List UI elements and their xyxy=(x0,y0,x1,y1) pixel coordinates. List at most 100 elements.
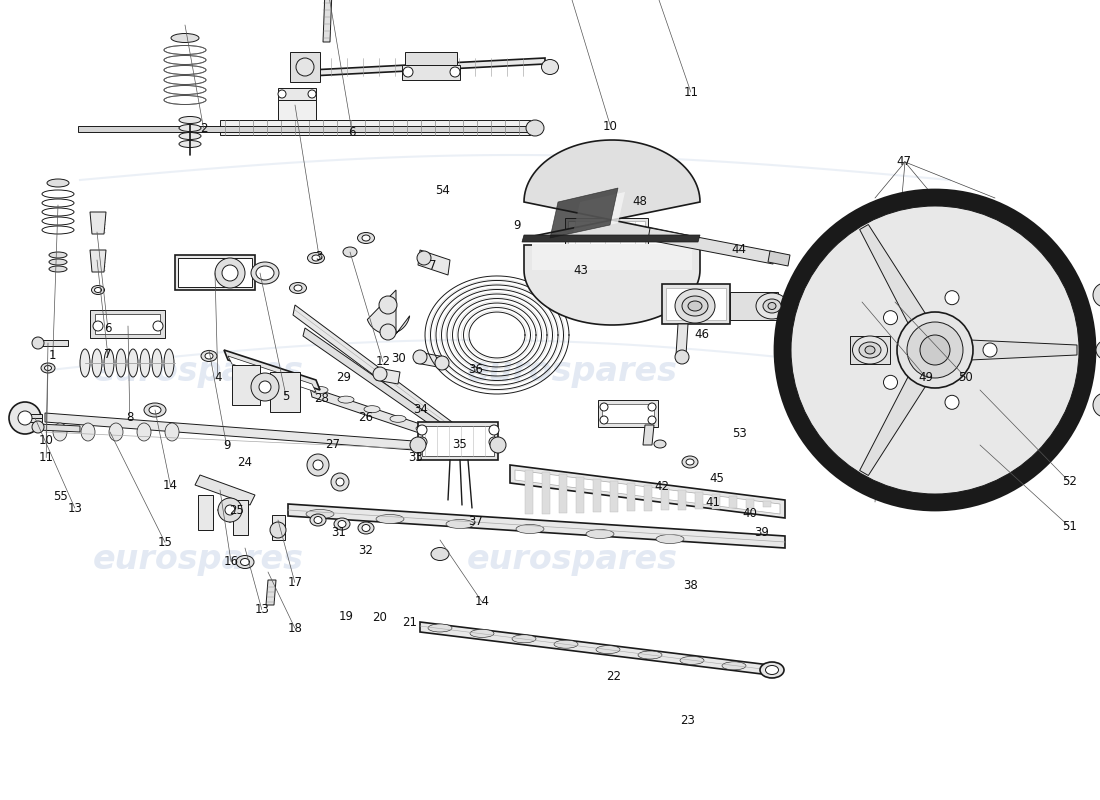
Polygon shape xyxy=(22,418,42,422)
Polygon shape xyxy=(45,413,440,452)
Ellipse shape xyxy=(312,386,328,394)
Ellipse shape xyxy=(81,423,95,441)
Polygon shape xyxy=(610,481,618,511)
Text: 28: 28 xyxy=(314,392,329,405)
Polygon shape xyxy=(418,250,450,275)
Polygon shape xyxy=(405,52,456,65)
Polygon shape xyxy=(776,336,1002,509)
Circle shape xyxy=(896,312,974,388)
Ellipse shape xyxy=(109,423,123,441)
Ellipse shape xyxy=(50,266,67,272)
Text: eurospares: eurospares xyxy=(466,543,678,577)
Polygon shape xyxy=(593,478,601,512)
Text: 14: 14 xyxy=(474,595,490,608)
Text: 38: 38 xyxy=(683,579,698,592)
Ellipse shape xyxy=(42,226,74,234)
Text: 47: 47 xyxy=(896,155,912,168)
Ellipse shape xyxy=(164,55,206,65)
Polygon shape xyxy=(39,340,68,346)
Ellipse shape xyxy=(128,349,138,377)
Circle shape xyxy=(490,437,506,453)
Circle shape xyxy=(434,356,449,370)
Circle shape xyxy=(308,90,316,98)
Text: 32: 32 xyxy=(358,544,373,557)
Circle shape xyxy=(314,460,323,470)
Ellipse shape xyxy=(314,517,322,523)
Polygon shape xyxy=(524,245,700,325)
Polygon shape xyxy=(850,336,890,364)
Polygon shape xyxy=(367,290,409,334)
Ellipse shape xyxy=(470,630,494,638)
Text: 55: 55 xyxy=(53,490,68,502)
Ellipse shape xyxy=(686,459,694,465)
Ellipse shape xyxy=(44,366,52,370)
Circle shape xyxy=(883,310,898,325)
Text: 13: 13 xyxy=(67,502,82,514)
Ellipse shape xyxy=(431,547,449,561)
Polygon shape xyxy=(598,400,658,427)
Ellipse shape xyxy=(516,525,544,534)
Polygon shape xyxy=(565,218,648,252)
Ellipse shape xyxy=(358,522,374,534)
Polygon shape xyxy=(860,225,926,325)
Circle shape xyxy=(983,343,997,357)
Ellipse shape xyxy=(42,190,74,198)
Polygon shape xyxy=(746,498,754,507)
Circle shape xyxy=(331,473,349,491)
Polygon shape xyxy=(278,88,316,100)
Polygon shape xyxy=(550,188,618,238)
Text: 18: 18 xyxy=(287,622,303,634)
Text: 36: 36 xyxy=(468,363,483,376)
Ellipse shape xyxy=(42,199,74,207)
Polygon shape xyxy=(777,191,1026,338)
Text: 10: 10 xyxy=(603,120,618,133)
Text: 23: 23 xyxy=(680,714,695,726)
Ellipse shape xyxy=(1096,339,1100,361)
Text: 9: 9 xyxy=(514,219,520,232)
Text: 50: 50 xyxy=(958,371,974,384)
Ellipse shape xyxy=(376,514,404,523)
Ellipse shape xyxy=(338,521,346,527)
Text: 48: 48 xyxy=(632,195,648,208)
Circle shape xyxy=(648,403,656,411)
Circle shape xyxy=(270,522,286,538)
Polygon shape xyxy=(278,100,316,120)
Polygon shape xyxy=(524,140,700,238)
Polygon shape xyxy=(310,387,452,444)
Circle shape xyxy=(226,505,235,515)
Ellipse shape xyxy=(164,86,206,94)
Polygon shape xyxy=(228,356,316,392)
Polygon shape xyxy=(272,515,285,540)
Circle shape xyxy=(410,437,426,453)
Text: 54: 54 xyxy=(434,184,450,197)
Text: 41: 41 xyxy=(705,496,720,509)
Circle shape xyxy=(648,416,656,424)
Polygon shape xyxy=(178,258,252,287)
Polygon shape xyxy=(195,475,255,505)
Polygon shape xyxy=(90,250,106,272)
Text: 53: 53 xyxy=(732,427,747,440)
Ellipse shape xyxy=(852,336,888,364)
Ellipse shape xyxy=(42,217,74,225)
Polygon shape xyxy=(233,500,248,535)
Circle shape xyxy=(945,395,959,410)
Polygon shape xyxy=(525,470,533,514)
Text: 35: 35 xyxy=(452,438,468,450)
Text: 13: 13 xyxy=(254,603,270,616)
Ellipse shape xyxy=(170,34,199,42)
Circle shape xyxy=(9,402,41,434)
Text: 10: 10 xyxy=(39,434,54,446)
Ellipse shape xyxy=(526,120,544,136)
Ellipse shape xyxy=(859,342,881,358)
Text: 43: 43 xyxy=(573,264,588,277)
Ellipse shape xyxy=(41,363,55,373)
Ellipse shape xyxy=(306,510,334,518)
Ellipse shape xyxy=(308,253,324,263)
Ellipse shape xyxy=(654,440,666,448)
Text: 11: 11 xyxy=(683,86,698,98)
Polygon shape xyxy=(310,58,544,76)
Polygon shape xyxy=(288,504,785,548)
Circle shape xyxy=(920,335,950,365)
Polygon shape xyxy=(695,492,703,509)
Ellipse shape xyxy=(289,282,307,294)
